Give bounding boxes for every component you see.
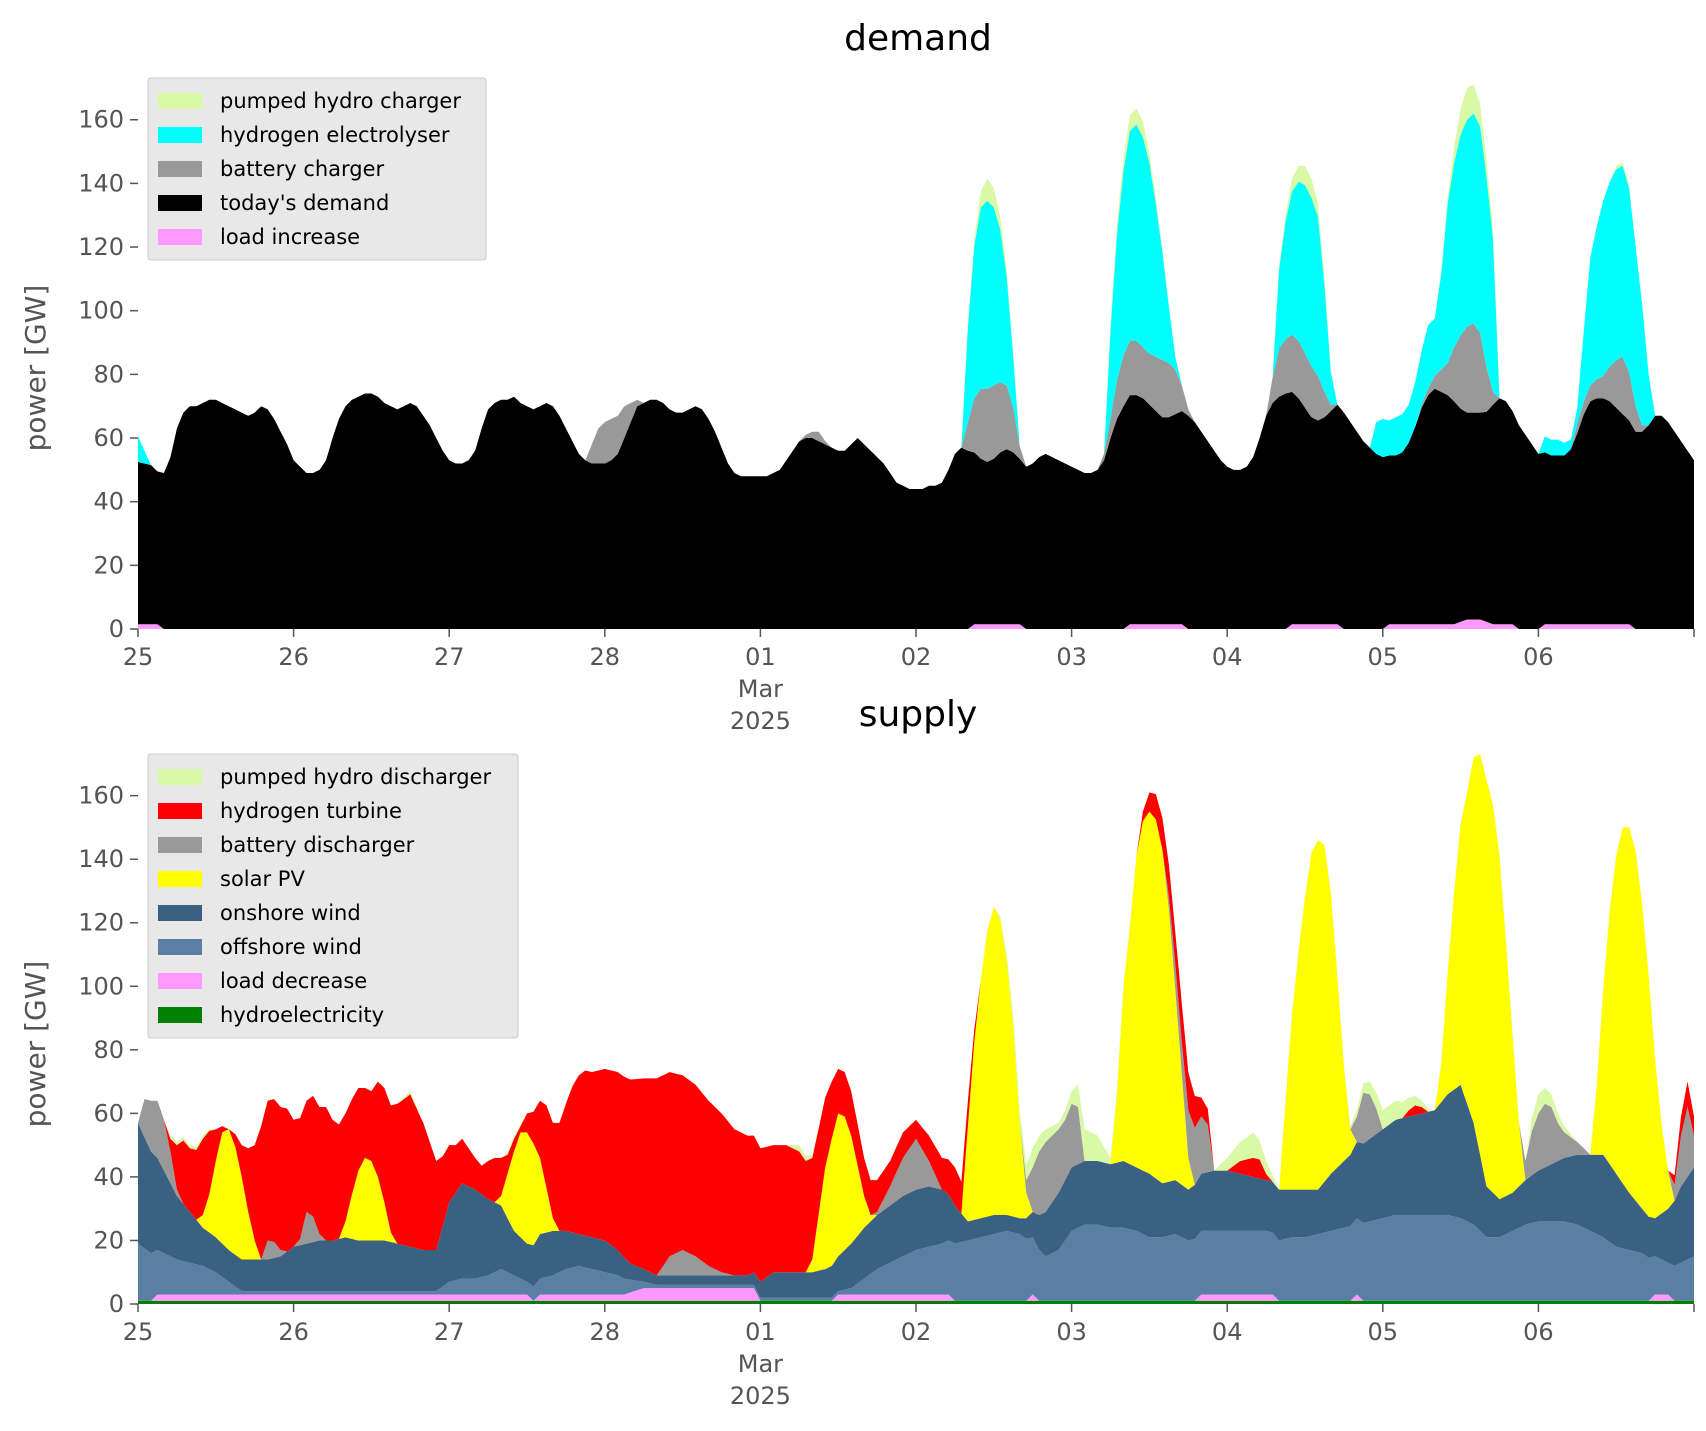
demand-area-layers bbox=[138, 84, 1694, 629]
y-tick-label: 60 bbox=[93, 424, 124, 452]
legend-swatch-load-increase bbox=[158, 229, 202, 245]
area-battery-charger bbox=[138, 323, 1694, 489]
y-tick-label: 20 bbox=[93, 1226, 124, 1254]
supply-legend: pumped hydro discharger hydrogen turbine b… bbox=[147, 753, 519, 1039]
supply-area-layers bbox=[138, 754, 1694, 1304]
demand-axes: 0 20 40 60 80 100 120 140 160 25 26 27 28 01 Mar 2025 02… bbox=[78, 106, 1695, 735]
y-tick-label: 0 bbox=[109, 1290, 124, 1318]
x-tick-label: 02 bbox=[901, 1318, 932, 1346]
y-tick-label: 0 bbox=[109, 615, 124, 643]
demand-y-axis-label: power [GW] bbox=[19, 285, 52, 452]
x-tick-label: 04 bbox=[1212, 1318, 1243, 1346]
legend-swatch-onshore-wind bbox=[158, 905, 202, 921]
legend-swatch-pumped-hydro-discharger bbox=[158, 769, 202, 785]
legend-label-onshore-wind: onshore wind bbox=[220, 901, 361, 925]
y-tick-label: 160 bbox=[78, 782, 124, 810]
legend-label-load-increase: load increase bbox=[220, 225, 360, 249]
x-tick-label: 02 bbox=[901, 643, 932, 671]
x-tick-label: 05 bbox=[1368, 643, 1399, 671]
y-tick-label: 60 bbox=[93, 1099, 124, 1127]
demand-title: demand bbox=[844, 18, 992, 59]
y-tick-label: 80 bbox=[93, 360, 124, 388]
x-tick-label: 03 bbox=[1056, 643, 1087, 671]
legend-label-offshore-wind: offshore wind bbox=[220, 935, 362, 959]
supply-panel: supply power [GW] 0204060801001201401602… bbox=[19, 694, 1695, 1410]
legend-box bbox=[147, 753, 519, 1039]
demand-legend: pumped hydro charger hydrogen electrolyse… bbox=[147, 77, 487, 261]
x-tick-label: 04 bbox=[1212, 643, 1243, 671]
x-tick-label: 28 bbox=[590, 1318, 621, 1346]
legend-label-hydroelectricity: hydroelectricity bbox=[220, 1003, 384, 1027]
legend-swatch-battery-discharger bbox=[158, 837, 202, 853]
area-load-increase bbox=[138, 619, 1694, 629]
x-tick-month-label: Mar bbox=[738, 675, 783, 703]
legend-swatch-hydrogen-electrolyser bbox=[158, 127, 202, 143]
area-hydrogen-turbine bbox=[138, 754, 1694, 1282]
x-tick-label: 27 bbox=[434, 643, 465, 671]
legend-label-pumped-hydro-charger: pumped hydro charger bbox=[220, 89, 461, 113]
demand-panel: demand power [GW] 0204060801001201401602… bbox=[19, 18, 1695, 735]
legend-swatch-battery-charger bbox=[158, 161, 202, 177]
area-solar-pv bbox=[138, 754, 1694, 1282]
legend-label-battery-discharger: battery discharger bbox=[220, 833, 415, 857]
area-today-s-demand bbox=[138, 388, 1694, 629]
x-tick-label: 06 bbox=[1523, 643, 1554, 671]
y-tick-label: 40 bbox=[93, 488, 124, 516]
y-tick-label: 120 bbox=[78, 909, 124, 937]
area-load-decrease bbox=[138, 1288, 1694, 1301]
y-tick-label: 40 bbox=[93, 1163, 124, 1191]
legend-swatch-offshore-wind bbox=[158, 939, 202, 955]
x-tick-label: 25 bbox=[123, 1318, 154, 1346]
x-tick-label: 26 bbox=[278, 1318, 309, 1346]
area-hydrogen-electrolyser bbox=[138, 113, 1694, 490]
legend-label-hydrogen-electrolyser: hydrogen electrolyser bbox=[220, 123, 450, 147]
x-tick-label: 28 bbox=[590, 643, 621, 671]
supply-axes: 0 20 40 60 80 100 120 140 160 25 26 27 28 01 Mar 2025 02… bbox=[78, 782, 1695, 1410]
legend-swatch-load-decrease bbox=[158, 973, 202, 989]
area-hydroelectricity bbox=[138, 1300, 1694, 1304]
legend-swatch-solar-pv bbox=[158, 871, 202, 887]
y-tick-label: 120 bbox=[78, 233, 124, 261]
x-tick-label: 06 bbox=[1523, 1318, 1554, 1346]
y-tick-label: 160 bbox=[78, 106, 124, 134]
x-tick-year-label: 2025 bbox=[730, 707, 791, 735]
y-tick-label: 140 bbox=[78, 845, 124, 873]
x-tick-month-label: Mar bbox=[738, 1350, 783, 1378]
legend-label-today-s-demand: today's demand bbox=[220, 191, 389, 215]
supply-y-axis-label: power [GW] bbox=[19, 961, 52, 1128]
x-tick-label: 27 bbox=[434, 1318, 465, 1346]
legend-swatch-today-s-demand bbox=[158, 195, 202, 211]
x-tick-label: 26 bbox=[278, 643, 309, 671]
legend-label-pumped-hydro-discharger: pumped hydro discharger bbox=[220, 765, 491, 789]
area-battery-discharger bbox=[138, 754, 1694, 1282]
x-tick-label: 03 bbox=[1056, 1318, 1087, 1346]
area-onshore-wind bbox=[138, 1084, 1694, 1298]
supply-title: supply bbox=[859, 694, 978, 735]
legend-swatch-hydrogen-turbine bbox=[158, 803, 202, 819]
y-tick-label: 140 bbox=[78, 169, 124, 197]
legend-label-battery-charger: battery charger bbox=[220, 157, 385, 181]
x-tick-label: 01 bbox=[745, 643, 776, 671]
area-offshore-wind bbox=[138, 1215, 1694, 1301]
x-tick-label: 01 bbox=[745, 1318, 776, 1346]
y-tick-label: 100 bbox=[78, 297, 124, 325]
legend-label-load-decrease: load decrease bbox=[220, 969, 367, 993]
legend-swatch-pumped-hydro-charger bbox=[158, 93, 202, 109]
legend-label-solar-pv: solar PV bbox=[220, 867, 305, 891]
x-tick-label: 25 bbox=[123, 643, 154, 671]
legend-label-hydrogen-turbine: hydrogen turbine bbox=[220, 799, 402, 823]
y-tick-label: 100 bbox=[78, 972, 124, 1000]
legend-swatch-hydroelectricity bbox=[158, 1007, 202, 1023]
x-tick-year-label: 2025 bbox=[730, 1382, 791, 1410]
legend-box bbox=[147, 77, 487, 261]
x-tick-label: 05 bbox=[1368, 1318, 1399, 1346]
y-tick-label: 20 bbox=[93, 551, 124, 579]
y-tick-label: 80 bbox=[93, 1036, 124, 1064]
